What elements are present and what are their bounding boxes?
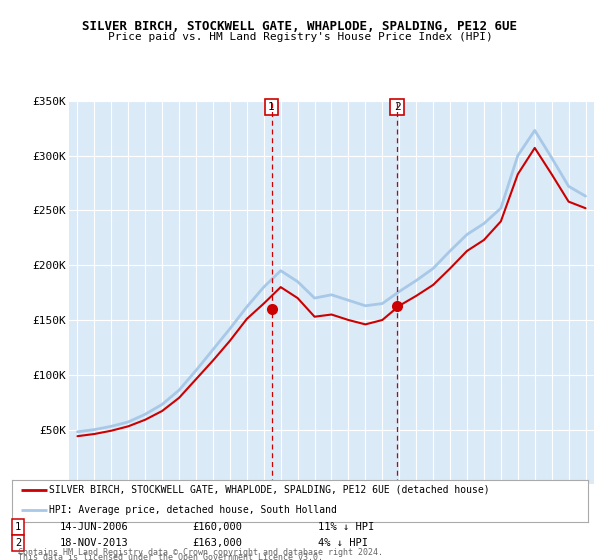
Text: Contains HM Land Registry data © Crown copyright and database right 2024.: Contains HM Land Registry data © Crown c… bbox=[18, 548, 383, 557]
Text: HPI: Average price, detached house, South Holland: HPI: Average price, detached house, Sout… bbox=[49, 505, 337, 515]
Text: £163,000: £163,000 bbox=[192, 538, 242, 548]
Text: 14-JUN-2006: 14-JUN-2006 bbox=[60, 522, 129, 532]
Text: £160,000: £160,000 bbox=[192, 522, 242, 532]
Text: 2: 2 bbox=[15, 538, 21, 548]
Text: 4% ↓ HPI: 4% ↓ HPI bbox=[318, 538, 368, 548]
Text: This data is licensed under the Open Government Licence v3.0.: This data is licensed under the Open Gov… bbox=[18, 553, 323, 560]
Text: 11% ↓ HPI: 11% ↓ HPI bbox=[318, 522, 374, 532]
Text: 2: 2 bbox=[394, 102, 400, 112]
Text: 18-NOV-2013: 18-NOV-2013 bbox=[60, 538, 129, 548]
Text: 1: 1 bbox=[268, 102, 275, 112]
Text: SILVER BIRCH, STOCKWELL GATE, WHAPLODE, SPALDING, PE12 6UE (detached house): SILVER BIRCH, STOCKWELL GATE, WHAPLODE, … bbox=[49, 484, 490, 494]
Text: SILVER BIRCH, STOCKWELL GATE, WHAPLODE, SPALDING, PE12 6UE: SILVER BIRCH, STOCKWELL GATE, WHAPLODE, … bbox=[83, 20, 517, 32]
Text: 1: 1 bbox=[15, 522, 21, 532]
Text: Price paid vs. HM Land Registry's House Price Index (HPI): Price paid vs. HM Land Registry's House … bbox=[107, 32, 493, 43]
